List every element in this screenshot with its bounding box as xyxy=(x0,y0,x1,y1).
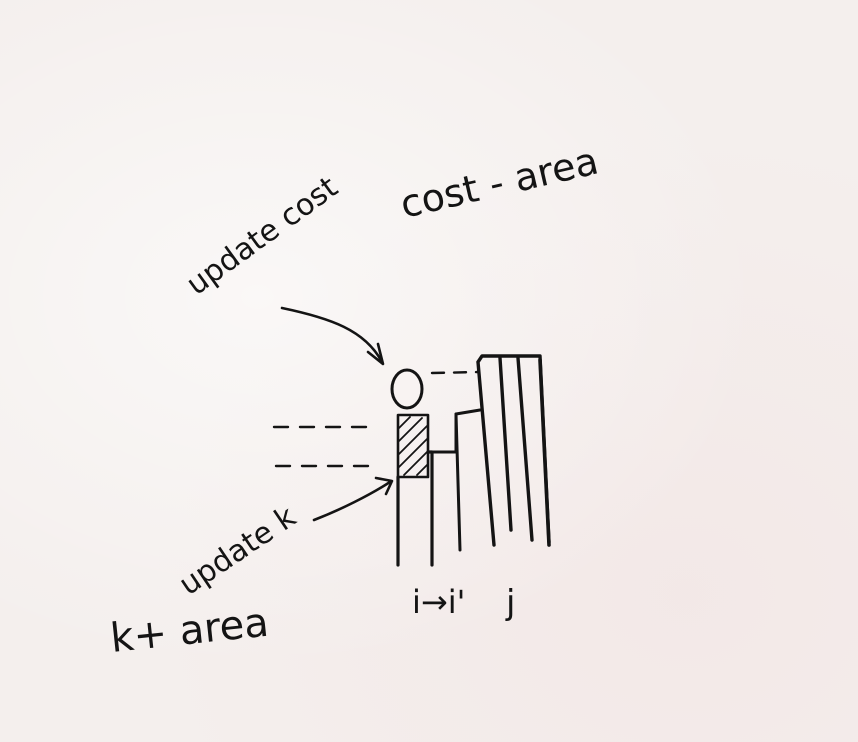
hatched-block xyxy=(396,413,430,479)
bar-tall-inner-2 xyxy=(516,356,534,542)
label-j: j xyxy=(505,583,515,623)
arrowhead-update-cost xyxy=(366,342,385,366)
bar-j-column xyxy=(538,358,551,547)
bar-i-prime-column xyxy=(454,412,462,552)
circle-node xyxy=(390,368,424,410)
arrow-update-k xyxy=(312,480,392,522)
arrow-update-cost xyxy=(280,306,384,364)
hatch-lines xyxy=(398,416,428,476)
dashed-line-right xyxy=(430,370,480,375)
label-k-plus-area: k+ area xyxy=(108,600,271,662)
bar-tall-inner-1 xyxy=(498,356,513,532)
bar-tall-outer xyxy=(476,354,551,547)
label-update-cost: update cost xyxy=(180,170,344,303)
label-i-to-i-prime: i→i' xyxy=(412,583,465,621)
label-update-k: update k xyxy=(173,499,303,603)
arrowhead-update-k xyxy=(374,476,394,496)
label-cost-minus-area: cost - area xyxy=(396,139,602,227)
